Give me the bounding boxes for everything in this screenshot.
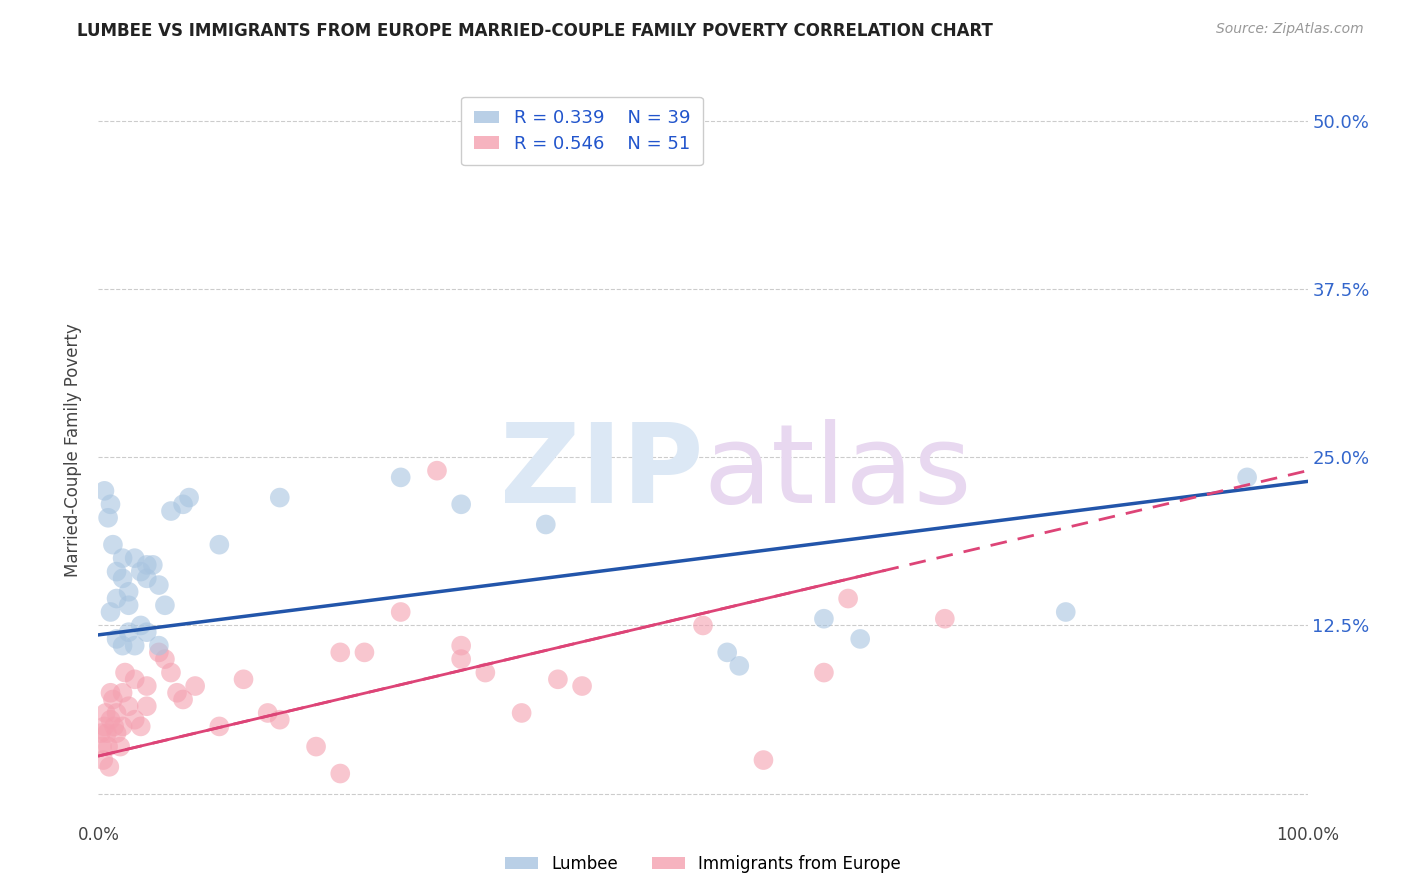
Point (208, 719, 231, 733)
Point (208, 538, 231, 552)
Point (97, 510, 120, 524)
Point (450, 639, 472, 653)
Point (100, 713, 122, 727)
Point (426, 464, 449, 478)
Point (118, 584, 141, 599)
Point (474, 665, 496, 680)
Point (148, 639, 170, 653)
Point (571, 679, 593, 693)
Point (124, 673, 146, 687)
Point (103, 719, 125, 733)
Point (93, 483, 115, 498)
Point (135, 699, 157, 714)
Point (90, 726, 112, 740)
Point (728, 658, 751, 673)
Point (329, 766, 352, 780)
Point (98, 760, 121, 774)
Point (124, 551, 146, 566)
Point (105, 706, 128, 720)
Text: Source: ZipAtlas.com: Source: ZipAtlas.com (1216, 22, 1364, 37)
Point (172, 692, 194, 706)
Point (100, 497, 122, 511)
Point (752, 753, 775, 767)
Point (118, 599, 141, 613)
Point (111, 686, 134, 700)
Point (118, 699, 141, 714)
Point (105, 726, 128, 740)
Point (256, 706, 278, 720)
Legend: Lumbee, Immigrants from Europe: Lumbee, Immigrants from Europe (498, 848, 908, 880)
Text: ZIP: ZIP (499, 419, 703, 526)
Point (389, 470, 412, 484)
Point (716, 645, 738, 659)
Point (124, 713, 146, 727)
Point (105, 632, 128, 646)
Y-axis label: Married-Couple Family Poverty: Married-Couple Family Poverty (65, 324, 83, 577)
Point (111, 639, 134, 653)
Point (97, 739, 120, 754)
Point (111, 571, 134, 585)
Point (114, 665, 136, 680)
Point (101, 538, 124, 552)
Point (111, 551, 134, 566)
Point (148, 645, 170, 659)
Point (93, 719, 115, 733)
Point (108, 739, 131, 754)
Point (96, 726, 118, 740)
Point (547, 673, 569, 687)
Point (148, 578, 170, 592)
Point (172, 497, 194, 511)
Point (329, 645, 352, 659)
Point (142, 558, 165, 572)
Point (129, 719, 152, 733)
Point (100, 686, 122, 700)
Point (101, 692, 124, 706)
Point (124, 639, 146, 653)
Point (450, 652, 472, 666)
Point (166, 686, 188, 700)
Point (934, 612, 956, 626)
Point (510, 706, 533, 720)
Point (269, 713, 291, 727)
Point (813, 612, 835, 626)
Point (389, 605, 412, 619)
Point (105, 565, 128, 579)
Point (153, 652, 176, 666)
Point (184, 679, 207, 693)
Point (94, 706, 117, 720)
Point (153, 599, 176, 613)
Point (450, 497, 472, 511)
Point (135, 625, 157, 640)
Point (232, 673, 254, 687)
Point (813, 665, 835, 680)
Point (100, 605, 122, 619)
Text: LUMBEE VS IMMIGRANTS FROM EUROPE MARRIED-COUPLE FAMILY POVERTY CORRELATION CHART: LUMBEE VS IMMIGRANTS FROM EUROPE MARRIED… (77, 22, 993, 40)
Point (353, 645, 375, 659)
Point (135, 571, 157, 585)
Point (118, 625, 141, 640)
Point (135, 679, 157, 693)
Point (105, 591, 128, 606)
Point (1054, 605, 1077, 619)
Text: atlas: atlas (703, 419, 972, 526)
Point (1236, 470, 1258, 484)
Point (91, 753, 114, 767)
Point (179, 491, 201, 505)
Point (305, 739, 328, 754)
Point (837, 591, 859, 606)
Legend: R = 0.339    N = 39, R = 0.546    N = 51: R = 0.339 N = 39, R = 0.546 N = 51 (461, 96, 703, 165)
Point (269, 491, 291, 505)
Point (160, 665, 183, 680)
Point (129, 565, 152, 579)
Point (692, 618, 714, 632)
Point (135, 558, 157, 572)
Point (849, 632, 872, 646)
Point (534, 517, 557, 532)
Point (129, 618, 152, 632)
Point (91, 739, 114, 754)
Point (111, 719, 134, 733)
Point (160, 504, 183, 518)
